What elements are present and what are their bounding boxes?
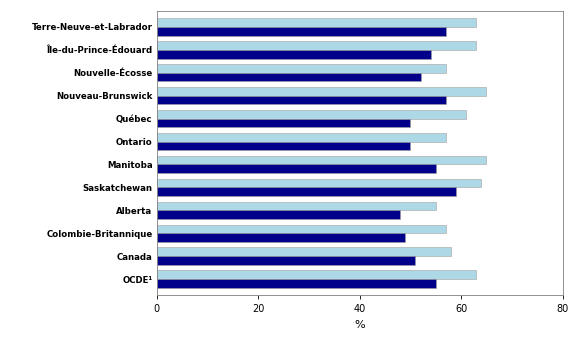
Bar — [157, 279, 436, 288]
Bar — [157, 41, 476, 50]
Bar — [157, 270, 476, 279]
Bar — [157, 27, 446, 36]
Bar — [157, 188, 456, 196]
Bar — [157, 210, 400, 219]
Bar — [157, 141, 411, 150]
Bar — [157, 50, 430, 59]
Bar — [157, 256, 415, 265]
Bar — [157, 179, 481, 188]
Bar — [157, 96, 446, 104]
Bar — [157, 247, 451, 256]
Bar — [157, 18, 476, 27]
Bar — [157, 225, 446, 233]
Bar — [157, 202, 436, 210]
Bar — [157, 110, 466, 118]
Bar — [157, 156, 487, 165]
Bar — [157, 233, 405, 242]
Bar — [157, 64, 446, 73]
Bar — [157, 133, 446, 141]
Bar — [157, 165, 436, 173]
Bar — [157, 118, 411, 127]
Legend: Filles, Garçons: Filles, Garçons — [295, 357, 424, 360]
X-axis label: %: % — [354, 320, 365, 330]
Bar — [157, 73, 420, 81]
Bar — [157, 87, 487, 96]
